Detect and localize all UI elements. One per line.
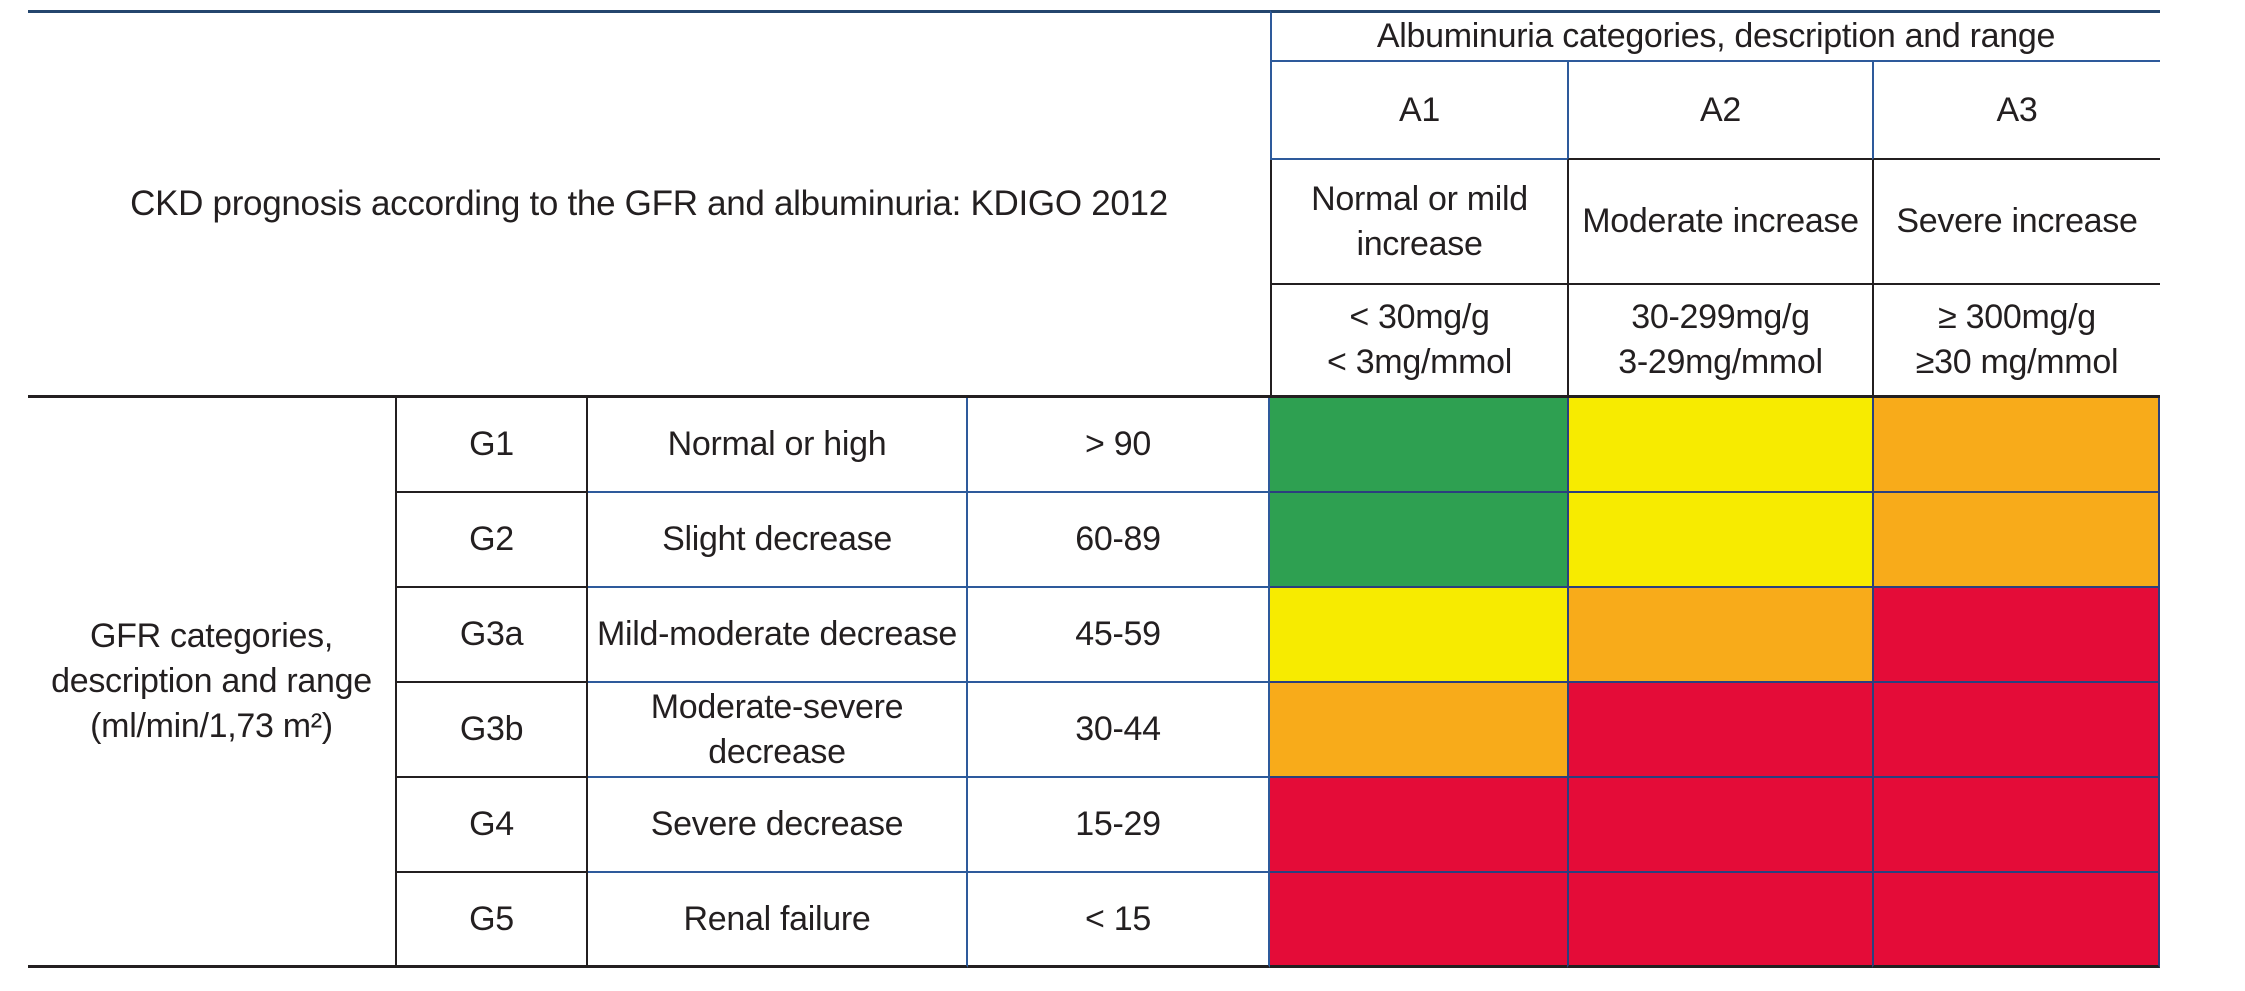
gfr-axis-label-line2: description and range (51, 662, 372, 701)
albuminuria-a1-range-line1: < 30mg/g (1349, 298, 1490, 337)
gfr-description-cell-g1: Normal or high (588, 398, 968, 493)
risk-cell-g3a-a1 (1270, 588, 1567, 683)
gfr-description-cell-g3a: Mild-moderate decrease (588, 588, 968, 683)
risk-cell-g5-a1 (1270, 873, 1567, 968)
albuminuria-a3-description: Severe increase (1872, 160, 2160, 285)
risk-cell-g3a-a3 (1872, 588, 2160, 683)
albuminuria-a2-code: A2 (1567, 62, 1872, 160)
gfr-description-cell-g3b: Moderate-severe decrease (588, 683, 968, 778)
gfr-code-cell-g5: G5 (397, 873, 588, 968)
albuminuria-a1-code: A1 (1270, 62, 1567, 160)
risk-cell-g3b-a2 (1567, 683, 1872, 778)
risk-cell-g1-a2 (1567, 398, 1872, 493)
albuminuria-a1-range-line2: < 3mg/mmol (1327, 343, 1512, 381)
risk-cell-g5-a2 (1567, 873, 1872, 968)
albuminuria-a2-range-line2: 3-29mg/mmol (1618, 343, 1823, 381)
albuminuria-a3-range-line1: ≥ 300mg/g (1938, 298, 2096, 337)
risk-cell-g4-a3 (1872, 778, 2160, 873)
albuminuria-a1-description: Normal or mild increase (1270, 160, 1567, 285)
gfr-axis-label-line3: (ml/min/1,73 m²) (90, 706, 333, 745)
risk-cell-g3a-a2 (1567, 588, 1872, 683)
gfr-range-cell-g4: 15-29 (968, 778, 1270, 873)
albuminuria-a1-range: < 30mg/g < 3mg/mmol (1270, 285, 1567, 398)
gfr-description-cell-g4: Severe decrease (588, 778, 968, 873)
albuminuria-a3-range-line2: ≥30 mg/mmol (1915, 343, 2119, 381)
gfr-axis-label-line1: GFR categories, (89, 617, 334, 656)
risk-cell-g2-a2 (1567, 493, 1872, 588)
gfr-range-cell-g5: < 15 (968, 873, 1270, 968)
gfr-axis-label: GFR categories, description and range (m… (28, 398, 397, 968)
gfr-range-cell-g2: 60-89 (968, 493, 1270, 588)
gfr-range-cell-g3b: 30-44 (968, 683, 1270, 778)
ckd-prognosis-table: CKD prognosis according to the GFR and a… (28, 10, 2160, 968)
gfr-code-cell-g4: G4 (397, 778, 588, 873)
gfr-description-cell-g5: Renal failure (588, 873, 968, 968)
risk-cell-g2-a1 (1270, 493, 1567, 588)
risk-cell-g3b-a3 (1872, 683, 2160, 778)
gfr-range-cell-g1: > 90 (968, 398, 1270, 493)
gfr-code-cell-g3a: G3a (397, 588, 588, 683)
albuminuria-a2-range: 30-299mg/g 3-29mg/mmol (1567, 285, 1872, 398)
albuminuria-a2-description: Moderate increase (1567, 160, 1872, 285)
risk-cell-g5-a3 (1872, 873, 2160, 968)
albuminuria-a3-code: A3 (1872, 62, 2160, 160)
gfr-code-cell-g3b: G3b (397, 683, 588, 778)
risk-cell-g2-a3 (1872, 493, 2160, 588)
albuminuria-a2-range-line1: 30-299mg/g (1631, 298, 1810, 337)
risk-cell-g1-a1 (1270, 398, 1567, 493)
risk-cell-g4-a2 (1567, 778, 1872, 873)
risk-cell-g4-a1 (1270, 778, 1567, 873)
gfr-code-cell-g2: G2 (397, 493, 588, 588)
gfr-code-cell-g1: G1 (397, 398, 588, 493)
gfr-description-cell-g2: Slight decrease (588, 493, 968, 588)
albuminuria-a3-range: ≥ 300mg/g ≥30 mg/mmol (1872, 285, 2160, 398)
gfr-range-cell-g3a: 45-59 (968, 588, 1270, 683)
figure-title: CKD prognosis according to the GFR and a… (28, 10, 1270, 398)
risk-cell-g1-a3 (1872, 398, 2160, 493)
risk-cell-g3b-a1 (1270, 683, 1567, 778)
albuminuria-header: Albuminuria categories, description and … (1270, 10, 2160, 62)
